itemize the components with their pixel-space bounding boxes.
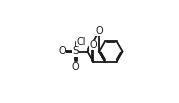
Text: O: O <box>90 40 97 50</box>
Text: S: S <box>72 46 79 57</box>
Text: O: O <box>58 46 66 57</box>
Text: O: O <box>72 62 80 72</box>
Text: O: O <box>95 26 103 36</box>
Text: Cl: Cl <box>76 37 86 47</box>
